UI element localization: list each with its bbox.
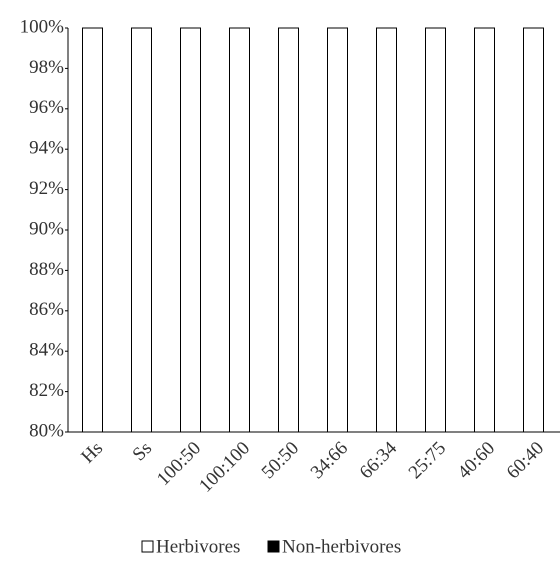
legend-swatch bbox=[141, 540, 154, 553]
bar-segment bbox=[180, 27, 201, 433]
y-tick-label: 80% bbox=[29, 420, 64, 441]
x-tick-label: 25:75 bbox=[405, 438, 450, 483]
y-tick-label: 86% bbox=[29, 299, 64, 320]
x-tick-label: 34:66 bbox=[307, 438, 352, 483]
y-tick-label: 82% bbox=[29, 380, 64, 401]
bar-segment bbox=[474, 27, 495, 433]
bar-segment bbox=[229, 27, 250, 433]
bar-segment bbox=[376, 27, 397, 433]
x-tick-label: 100:100 bbox=[195, 438, 254, 497]
bar-segment bbox=[82, 27, 103, 433]
x-tick-label: Hs bbox=[77, 438, 107, 468]
bar-segment bbox=[278, 27, 299, 433]
legend-swatch bbox=[267, 540, 280, 553]
x-tick-label: 50:50 bbox=[258, 438, 303, 483]
bar-segment bbox=[523, 27, 544, 433]
x-tick-label: 60:40 bbox=[503, 438, 548, 483]
y-tick-label: 96% bbox=[29, 97, 64, 118]
x-tick-label: Ss bbox=[129, 438, 157, 466]
bar-segment bbox=[425, 27, 446, 433]
y-tick-label: 92% bbox=[29, 178, 64, 199]
bar-segment bbox=[327, 27, 348, 433]
y-tick-label: 90% bbox=[29, 218, 64, 239]
legend-label: Non-herbivores bbox=[282, 536, 401, 557]
y-tick-label: 98% bbox=[29, 57, 64, 78]
legend-label: Herbivores bbox=[156, 536, 240, 557]
x-tick-label: 40:60 bbox=[454, 438, 499, 483]
y-tick-label: 100% bbox=[20, 16, 65, 37]
y-tick-label: 88% bbox=[29, 259, 64, 280]
y-tick-label: 94% bbox=[29, 138, 64, 159]
y-tick-label: 84% bbox=[29, 340, 64, 361]
bar-segment bbox=[131, 27, 152, 433]
x-tick-label: 66:34 bbox=[356, 437, 402, 483]
